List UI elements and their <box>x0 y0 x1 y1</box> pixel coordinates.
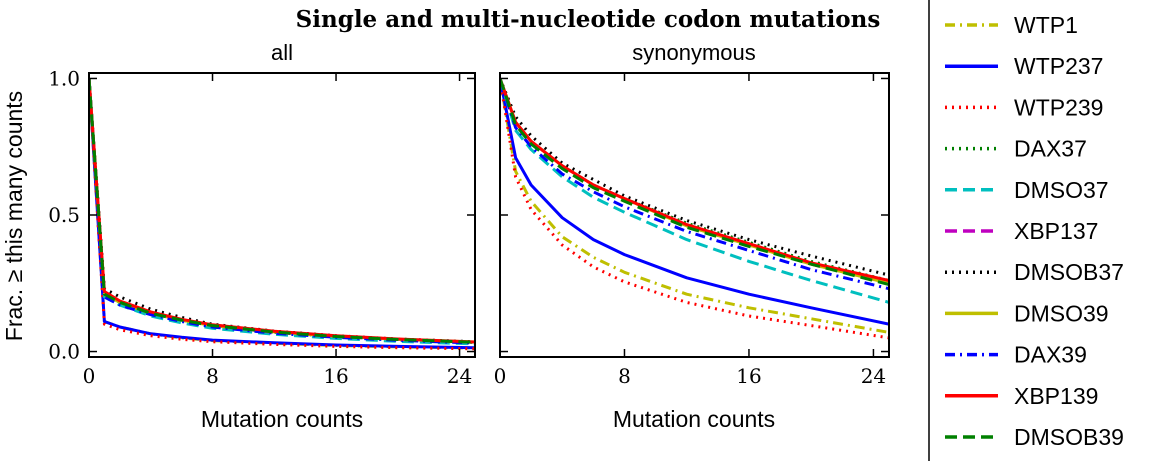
legend: WTP1 WTP237 WTP239 DAX37 DMSO37 XBP137 DMSOB37… <box>928 0 1124 461</box>
legend-item-dmsob37: DMSOB37 <box>945 259 1124 285</box>
series-line-dmsob37 <box>500 77 889 277</box>
legend-item-wtp237: WTP237 <box>945 53 1103 79</box>
legend-label: WTP239 <box>1014 94 1103 120</box>
legend-item-dmso37: DMSO37 <box>945 177 1109 203</box>
series-line-dmsob39 <box>500 78 889 287</box>
panel-synonymous: synonymous Mutation counts 0 8 16 24 <box>494 40 890 432</box>
series-line-dmso37 <box>89 78 475 346</box>
legend-label: DMSOB37 <box>1014 259 1124 285</box>
x-tick-label: 0 <box>83 364 96 388</box>
legend-label: DMSOB39 <box>1014 424 1124 450</box>
x-axis-label-all: Mutation counts <box>201 406 363 432</box>
x-tick-label: 8 <box>618 364 631 388</box>
y-tick-label: 0.5 <box>48 203 80 227</box>
legend-label: WTP1 <box>1014 12 1078 38</box>
series-line-xbp139 <box>500 77 889 282</box>
series-line-xbp137 <box>500 77 889 285</box>
legend-item-dax39: DAX39 <box>945 342 1087 368</box>
legend-label: DMSO39 <box>1014 300 1109 326</box>
x-tick-label: 8 <box>206 364 219 388</box>
legend-label: XBP137 <box>1014 218 1098 244</box>
legend-item-dmsob39: DMSOB39 <box>945 424 1124 450</box>
legend-item-dax37: DAX37 <box>945 136 1087 162</box>
series-line-wtp237 <box>89 78 475 350</box>
x-tick-label: 0 <box>494 364 507 388</box>
x-tick-label: 16 <box>736 364 761 388</box>
y-tick-label: 0.0 <box>48 340 80 364</box>
x-tick-label: 16 <box>323 364 348 388</box>
series-line-xbp137 <box>89 78 475 344</box>
legend-label: XBP139 <box>1014 383 1098 409</box>
legend-label: WTP237 <box>1014 53 1103 79</box>
series-line-dax39 <box>500 78 889 291</box>
series-line-wtp1 <box>500 78 889 334</box>
panel-title-all: all <box>271 40 293 65</box>
x-tick-label: 24 <box>861 364 886 388</box>
y-tick-label: 1.0 <box>48 66 80 90</box>
legend-label: DAX39 <box>1014 342 1087 368</box>
series-line-wtp237 <box>500 78 889 326</box>
series-line-xbp139 <box>89 78 475 344</box>
figure-title: Single and multi-nucleotide codon mutati… <box>296 6 881 33</box>
panel-title-synonymous: synonymous <box>632 40 756 65</box>
series-line-dax37 <box>89 78 475 344</box>
series-line-wtp1 <box>89 78 475 350</box>
series-line-wtp239 <box>89 78 475 351</box>
legend-item-xbp139: XBP139 <box>945 383 1098 409</box>
legend-item-wtp239: WTP239 <box>945 94 1103 120</box>
y-axis-label: Frac. ≥ this many counts <box>1 91 27 341</box>
series-line-dax39 <box>89 78 475 345</box>
legend-item-wtp1: WTP1 <box>945 12 1078 38</box>
x-axis-label-synonymous: Mutation counts <box>613 406 775 432</box>
legend-label: DMSO37 <box>1014 177 1109 203</box>
x-tick-label: 24 <box>447 364 472 388</box>
legend-label: DAX37 <box>1014 136 1087 162</box>
series-line-dmsob37 <box>89 78 475 344</box>
series-line-dmsob39 <box>89 78 475 344</box>
series-line-dax37 <box>500 77 889 282</box>
series-line-dmso39 <box>89 78 475 344</box>
series-line-dmso39 <box>500 77 889 285</box>
legend-item-xbp137: XBP137 <box>945 218 1098 244</box>
panel-all: all Mutation counts 0 8 16 24 0.0 0.5 1.0 <box>48 40 476 432</box>
legend-item-dmso39: DMSO39 <box>945 300 1109 326</box>
series-line-wtp239 <box>500 78 889 340</box>
